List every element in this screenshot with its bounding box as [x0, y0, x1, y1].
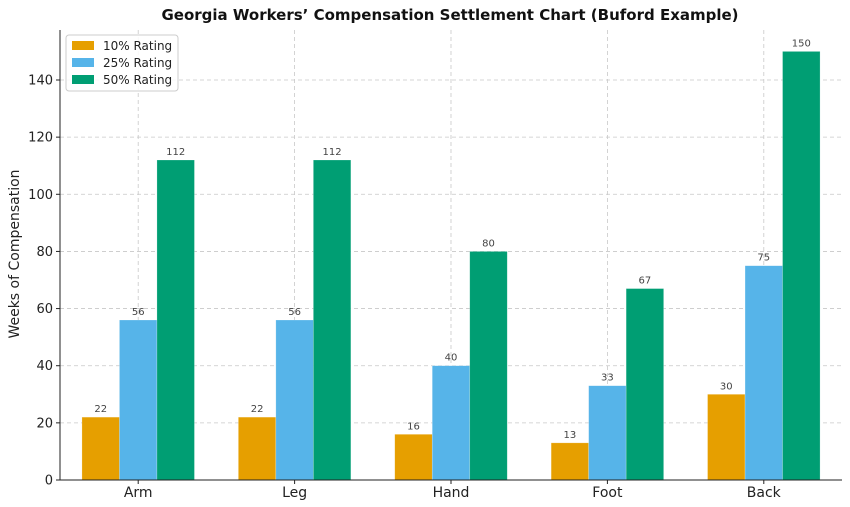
bar [81, 416, 120, 481]
bar-value-label: 75 [757, 253, 770, 264]
chart-title: Georgia Workers’ Compensation Settlement… [161, 6, 738, 24]
x-tick-label: Hand [433, 485, 470, 501]
x-tick-label: Arm [124, 485, 153, 501]
bar [744, 265, 783, 481]
bar [707, 393, 746, 481]
bar-value-label: 22 [251, 404, 264, 415]
bar-value-label: 150 [792, 38, 811, 49]
bars [81, 51, 821, 481]
bar-value-label: 13 [564, 430, 577, 441]
legend-entry: 25% Rating [103, 56, 172, 70]
legend-swatch [72, 75, 94, 84]
bar [469, 251, 508, 481]
x-tick-label: Leg [282, 485, 307, 501]
bar [275, 319, 314, 481]
legend-entry: 50% Rating [103, 73, 172, 87]
bar [431, 365, 471, 481]
y-tick-label: 120 [28, 131, 53, 146]
legend-entry: 10% Rating [103, 39, 172, 53]
bar-value-label: 56 [132, 307, 145, 318]
bar-value-label: 33 [601, 373, 614, 384]
y-tick-label: 40 [36, 359, 53, 374]
y-tick-label: 100 [28, 188, 53, 203]
bar-value-label: 56 [288, 307, 301, 318]
x-tick-label: Foot [592, 485, 623, 501]
legend: 10% Rating 25% Rating 50% Rating [65, 34, 179, 92]
legend-swatch [72, 58, 94, 67]
y-tick-label: 80 [36, 245, 53, 260]
bar-value-label: 80 [482, 238, 495, 249]
y-axis-label: Weeks of Compensation [7, 169, 23, 338]
y-tick-label: 60 [36, 302, 53, 317]
bar-value-label: 16 [407, 421, 420, 432]
legend-swatch [72, 41, 94, 50]
bar-value-label: 112 [166, 147, 185, 158]
bar-value-label: 30 [720, 381, 733, 392]
bar [782, 51, 821, 481]
y-tick-label: 0 [45, 474, 53, 489]
bar [394, 433, 433, 481]
y-tick-label: 20 [36, 416, 53, 431]
y-tick-label: 140 [28, 74, 53, 89]
bar-value-label: 40 [445, 353, 458, 364]
bar [156, 159, 195, 481]
axes: 0 20 40 60 80 100 120 140 Arm Leg Hand Foot Back [28, 30, 842, 501]
x-tick-label: Back [747, 485, 782, 501]
bar-value-label: 22 [94, 404, 107, 415]
bar [313, 159, 352, 481]
bar-value-label: 67 [639, 276, 652, 287]
bar [119, 319, 158, 481]
bar [588, 385, 627, 481]
bar [625, 288, 664, 481]
bar [238, 416, 277, 481]
bar [550, 442, 589, 481]
bar-value-labels: 22 22 16 13 30 56 56 40 33 75 112 112 80 67 150 [94, 38, 811, 440]
bar-value-label: 112 [323, 147, 342, 158]
